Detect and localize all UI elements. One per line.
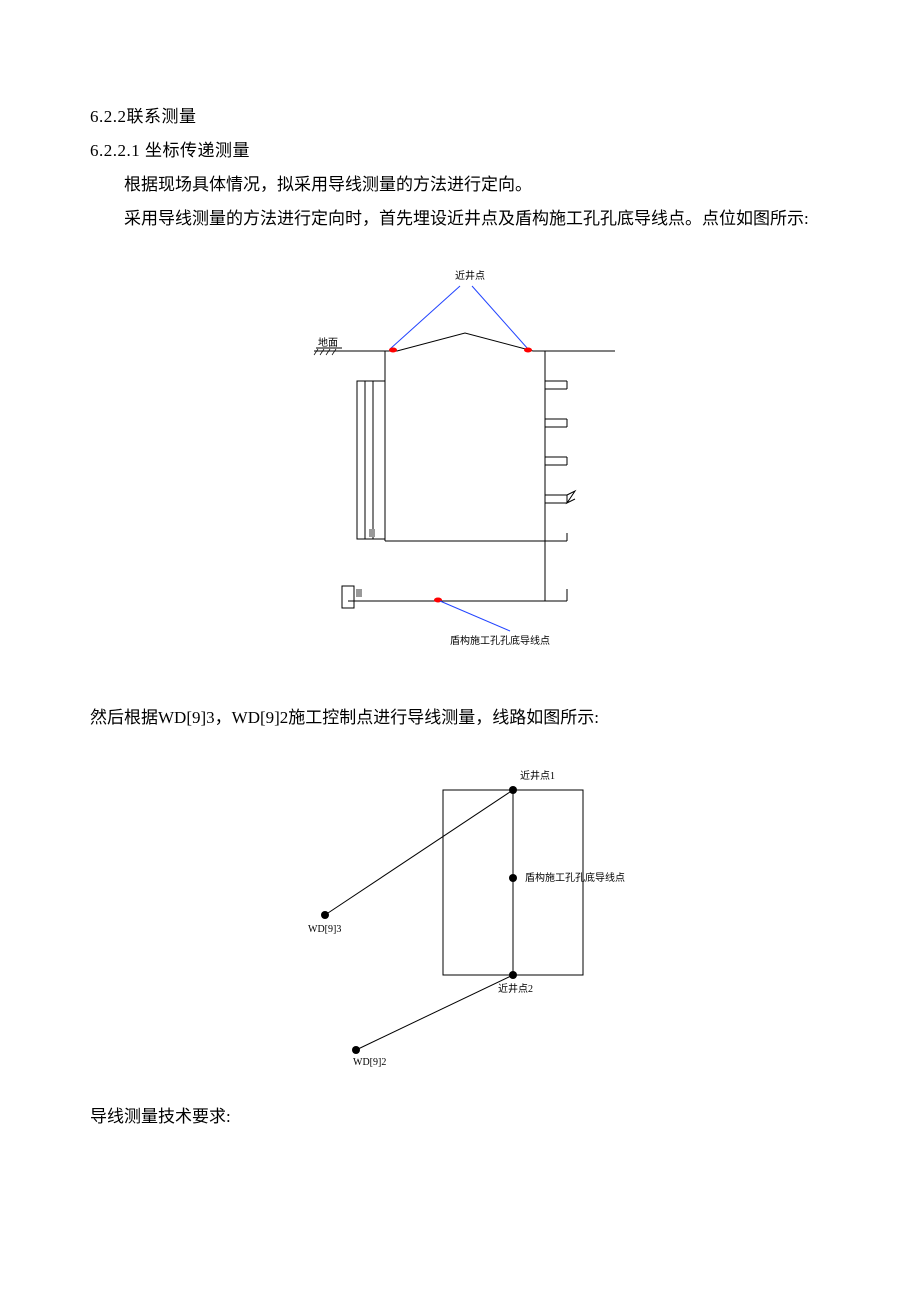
paragraph-1: 根据现场具体情况，拟采用导线测量的方法进行定向。	[90, 168, 830, 202]
svg-text:盾构施工孔孔底导线点: 盾构施工孔孔底导线点	[450, 634, 550, 647]
diagram-cross-section: 近井点地面盾构施工孔孔底导线点	[300, 261, 620, 671]
paragraph-3: 然后根据WD[9]3，WD[9]2施工控制点进行导线测量，线路如图所示:	[90, 701, 830, 735]
svg-text:近井点: 近井点	[455, 269, 485, 282]
paragraph-4: 导线测量技术要求:	[90, 1100, 830, 1134]
svg-text:盾构施工孔孔底导线点: 盾构施工孔孔底导线点	[525, 871, 625, 884]
svg-text:地面: 地面	[318, 336, 338, 349]
section-heading-622: 6.2.2联系测量	[90, 100, 830, 134]
svg-text:WD[9]2: WD[9]2	[353, 1057, 386, 1068]
diagram-plan-view: 近井点1 盾构施工孔孔底导线点近井点2 WD[9]3 WD[9]2	[250, 760, 670, 1070]
paragraph-2: 采用导线测量的方法进行定向时，首先埋设近井点及盾构施工孔孔底导线点。点位如图所示…	[90, 202, 830, 236]
section-heading-6221: 6.2.2.1 坐标传递测量	[90, 134, 830, 168]
svg-text:WD[9]3: WD[9]3	[308, 924, 341, 935]
svg-text:近井点1: 近井点1	[520, 769, 555, 782]
svg-text:近井点2: 近井点2	[498, 982, 533, 995]
